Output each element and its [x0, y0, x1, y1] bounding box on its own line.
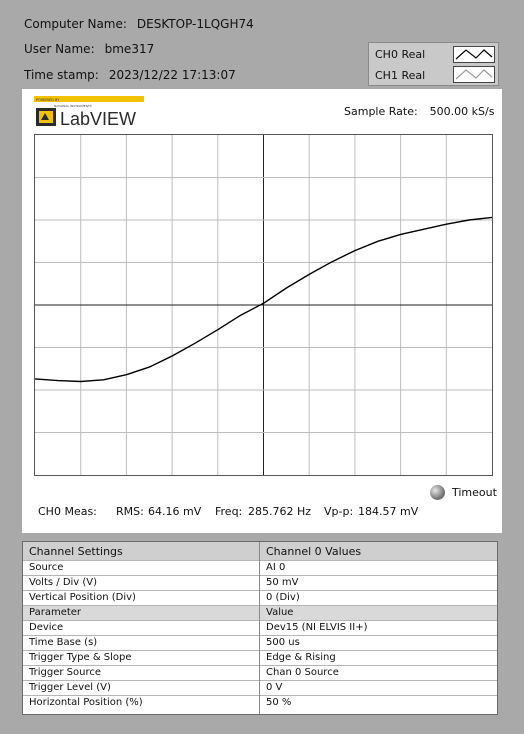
table-row: Time Base (s) 500 us [23, 636, 497, 651]
table-header-values: Channel 0 Values [266, 545, 362, 558]
labview-logo: POWERED BY NATIONAL INSTRUMENTS LabVIEW [34, 96, 149, 129]
table-cell: Device [29, 622, 64, 633]
table-row: Device Dev15 (NI ELVIS II+) [23, 621, 497, 636]
legend-swatch-ch1[interactable] [453, 66, 495, 83]
timestamp-row: Time stamp: 2023/12/22 17:13:07 [24, 68, 236, 82]
legend-label-ch1: CH1 Real [375, 69, 426, 82]
table-cell: Chan 0 Source [266, 667, 339, 678]
table-cell: Horizontal Position (%) [29, 697, 143, 708]
table-subheader-value: Value [266, 607, 294, 618]
series-line-ch0 [34, 216, 493, 383]
table-cell: AI 0 [266, 562, 286, 573]
rms-value: 64.16 mV [148, 505, 202, 518]
table-cell: Vertical Position (Div) [29, 592, 136, 603]
plot-legend: CH0 Real CH1 Real [368, 42, 499, 86]
logo-text: LabVIEW [60, 109, 137, 129]
table-cell: 500 us [266, 637, 300, 648]
table-row: Trigger Source Chan 0 Source [23, 666, 497, 681]
table-row: Horizontal Position (%) 50 % [23, 696, 497, 711]
table-row: Source AI 0 [23, 561, 497, 576]
table-cell: Dev15 (NI ELVIS II+) [266, 622, 368, 633]
sample-rate-value: 500.00 kS/s [429, 105, 495, 118]
table-cell: Edge & Rising [266, 652, 336, 663]
channel-settings-table: Channel Settings Channel 0 Values Source… [22, 541, 498, 715]
scope-panel: POWERED BY NATIONAL INSTRUMENTS LabVIEW … [22, 89, 502, 533]
table-cell: Trigger Level (V) [29, 682, 111, 693]
table-cell: Trigger Type & Slope [29, 652, 132, 663]
legend-swatch-ch0[interactable] [453, 46, 495, 63]
user-name-label: User Name: [24, 42, 95, 56]
table-row: Volts / Div (V) 50 mV [23, 576, 497, 591]
table-subheader-parameter: Parameter [29, 607, 82, 618]
table-row: Trigger Type & Slope Edge & Rising [23, 651, 497, 666]
logo-sub-text: NATIONAL INSTRUMENTS [54, 104, 92, 108]
vpp-label: Vp-p: [324, 505, 354, 518]
computer-name-row: Computer Name: DESKTOP-1LQGH74 [24, 17, 254, 31]
timeout-label: Timeout [452, 486, 497, 499]
timeout-indicator-icon [430, 485, 445, 500]
vpp-value: 184.57 mV [358, 505, 419, 518]
user-name-row: User Name: bme317 [24, 42, 154, 56]
timestamp-label: Time stamp: [24, 68, 99, 82]
freq-value: 285.762 Hz [248, 505, 312, 518]
table-cell: 50 % [266, 697, 292, 708]
rms-label: RMS: [116, 505, 144, 518]
legend-label-ch0: CH0 Real [375, 48, 426, 61]
table-cell: 50 mV [266, 577, 299, 588]
table-header-row: Channel Settings Channel 0 Values [23, 542, 497, 561]
table-header-settings: Channel Settings [29, 545, 123, 558]
user-name-value: bme317 [104, 42, 155, 56]
logo-top-text: POWERED BY [36, 98, 60, 102]
table-row: Trigger Level (V) 0 V [23, 681, 497, 696]
sample-rate-label: Sample Rate: [344, 105, 418, 118]
sample-rate: Sample Rate: 500.00 kS/s [344, 105, 494, 118]
waveform-plot[interactable] [34, 135, 493, 475]
computer-name-label: Computer Name: [24, 17, 127, 31]
table-cell: 0 V [266, 682, 283, 693]
meas-label: CH0 Meas: [38, 505, 97, 518]
table-cell: Volts / Div (V) [29, 577, 98, 588]
table-cell: Source [29, 562, 64, 573]
computer-name-value: DESKTOP-1LQGH74 [136, 17, 254, 31]
table-subheader-row: Parameter Value [23, 606, 497, 621]
table-cell: 0 (Div) [266, 592, 300, 603]
table-cell: Trigger Source [29, 667, 102, 678]
freq-label: Freq: [215, 505, 243, 518]
waveform-graph[interactable] [34, 134, 493, 476]
table-row: Vertical Position (Div) 0 (Div) [23, 591, 497, 606]
column-divider [259, 542, 260, 714]
table-cell: Time Base (s) [29, 637, 98, 648]
timestamp-value: 2023/12/22 17:13:07 [108, 68, 236, 82]
